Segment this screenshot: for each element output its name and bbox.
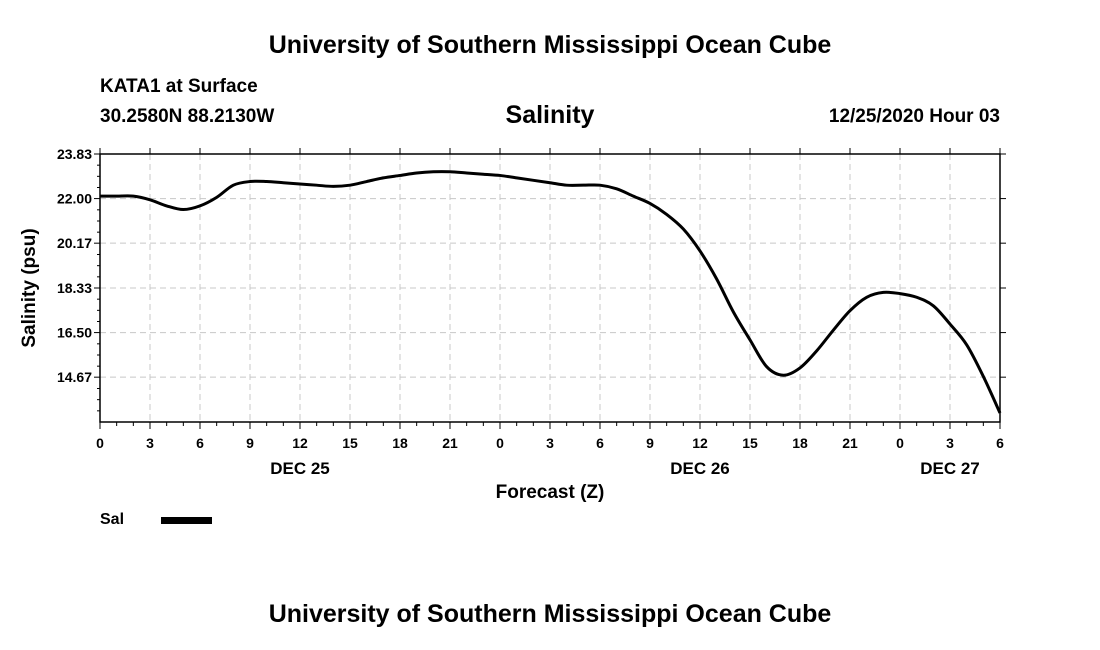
top-title: University of Southern Mississippi Ocean… [268,31,832,59]
date-label: DEC 27 [920,459,980,478]
x-tick-label: 12 [692,435,708,451]
y-tick-label: 22.00 [57,191,92,207]
x-tick-label: 21 [842,435,858,451]
x-axis-tick-labels: 0 3 6 9 12 15 18 21 0 3 6 9 12 15 18 21 0 3 6 [96,435,1004,451]
x-tick-label: 3 [546,435,554,451]
x-tick-label: 9 [646,435,654,451]
legend-line-swatch [161,517,212,524]
x-tick-label: 6 [596,435,604,451]
x-tick-label: 6 [196,435,204,451]
y-tick-label: 18.33 [57,280,92,296]
x-tick-label: 21 [442,435,458,451]
plot-frame [99,153,1001,423]
x-tick-label: 0 [496,435,504,451]
date-labels: DEC 25 DEC 26 DEC 27 [270,459,980,478]
x-tick-label: 6 [996,435,1004,451]
x-tick-label: 0 [896,435,904,451]
x-tick-label: 0 [96,435,104,451]
station-name: KATA1 at Surface [100,76,258,97]
y-tick-label: 23.83 [57,146,92,162]
y-tick-label: 16.50 [57,325,92,341]
station-coordinates: 30.2580N 88.2130W [100,106,275,127]
x-tick-label: 12 [292,435,308,451]
y-tick-label: 20.17 [57,235,92,251]
y-axis-title: Salinity (psu) [19,228,40,347]
grid-lines [100,154,1000,422]
date-label: DEC 25 [270,459,330,478]
date-label: DEC 26 [670,459,730,478]
x-axis-title: Forecast (Z) [495,482,605,503]
x-tick-label: 15 [742,435,758,451]
x-tick-label: 3 [146,435,154,451]
legend-label: Sal [100,511,125,528]
x-tick-label: 15 [342,435,358,451]
x-tick-label: 18 [792,435,808,451]
chart-title: Salinity [505,101,595,129]
series-layer [99,170,1002,414]
x-tick-label: 18 [392,435,408,451]
x-tick-label: 3 [946,435,954,451]
forecast-time: 12/25/2020 Hour 03 [828,106,1000,127]
series-line-sal [99,170,1002,414]
bottom-title: University of Southern Mississippi Ocean… [268,600,832,628]
x-tick-label: 9 [246,435,254,451]
y-tick-label: 14.67 [57,369,92,385]
y-axis-tick-labels: 23.83 22.00 20.17 18.33 16.50 14.67 [57,146,92,385]
